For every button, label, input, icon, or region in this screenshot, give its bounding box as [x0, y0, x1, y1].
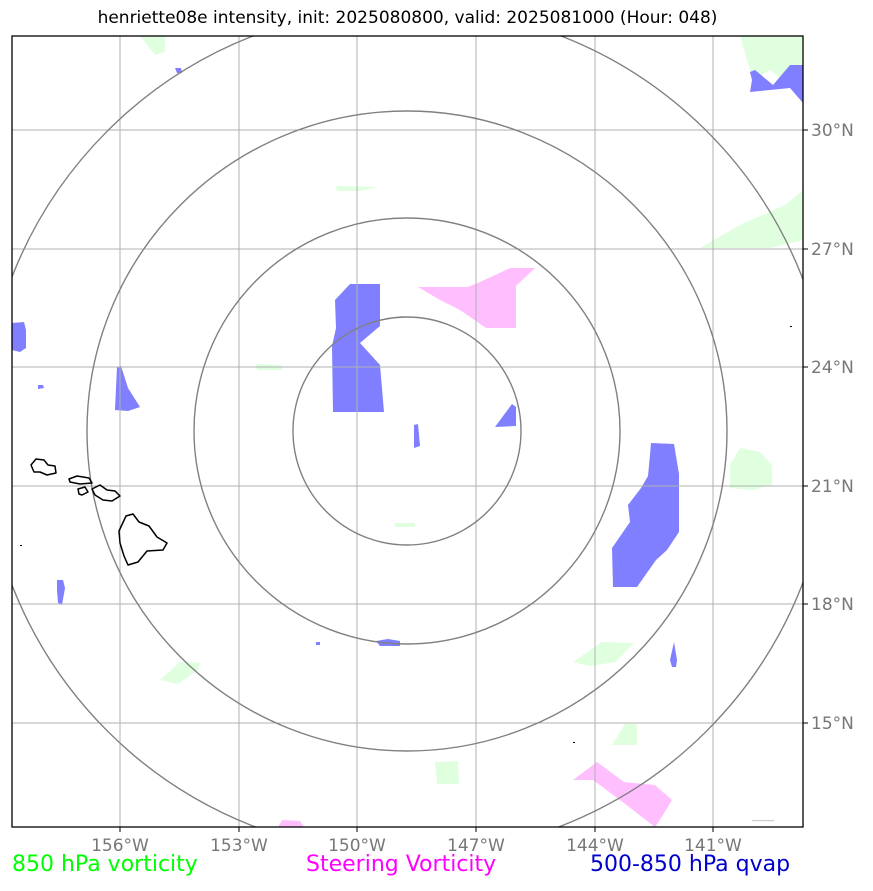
- map-title: henriette08e intensity, init: 2025080800…: [97, 8, 718, 28]
- lat-tick-label: 21°N: [811, 477, 854, 497]
- lat-tick-label: 27°N: [811, 240, 854, 260]
- lon-tick-label: 141°W: [684, 836, 742, 856]
- plot-frame: [11, 35, 804, 828]
- coastline-hawaii: [30, 458, 168, 566]
- lon-tick-label: 150°W: [328, 836, 386, 856]
- qvap-fills: [12, 65, 803, 667]
- legend-steering-vorticity: Steering Vorticity: [306, 852, 497, 877]
- lat-tick-label: 15°N: [811, 714, 854, 734]
- lon-tick-label: 144°W: [566, 836, 624, 856]
- legend-850-vorticity: 850 hPa vorticity: [12, 852, 198, 877]
- range-ring-3: [86, 110, 728, 752]
- lon-tick-label: 147°W: [447, 836, 505, 856]
- lat-tick-label: 18°N: [811, 595, 854, 615]
- lat-tick-label: 30°N: [811, 121, 854, 141]
- range-ring-2: [193, 217, 621, 645]
- lon-tick-label: 156°W: [91, 836, 149, 856]
- lat-tick-label: 24°N: [811, 358, 854, 378]
- range-rings: [12, 36, 803, 827]
- lon-tick-label: 153°W: [210, 836, 268, 856]
- graticule: [12, 36, 803, 827]
- legend-qvap: 500-850 hPa qvap: [590, 852, 791, 877]
- range-ring-1: [292, 316, 522, 546]
